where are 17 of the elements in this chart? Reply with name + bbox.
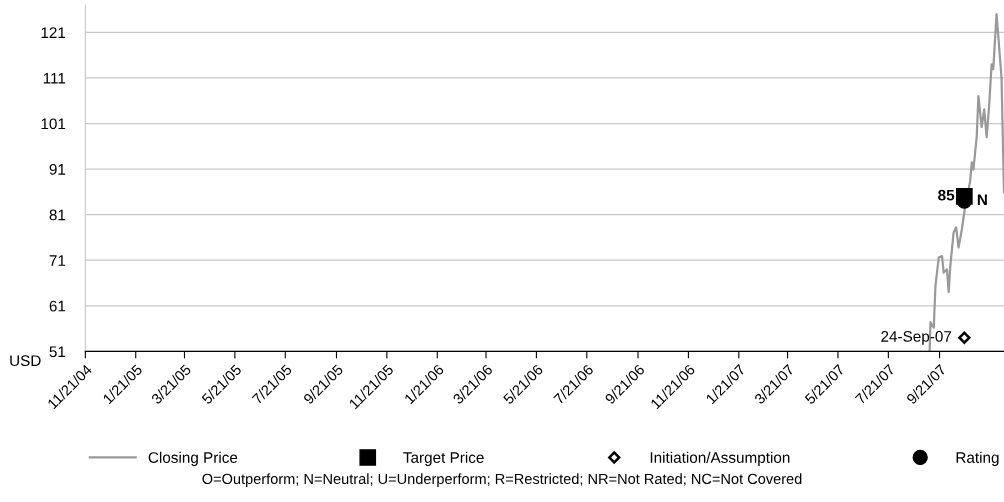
y-tick-label: 121 xyxy=(41,27,66,38)
data-label: N xyxy=(977,194,987,205)
data-label: 24-Sep-07 xyxy=(881,331,952,345)
y-axis-title: USD xyxy=(10,355,41,367)
legend-label: Initiation/Assumption xyxy=(650,451,790,466)
y-tick-label: 71 xyxy=(49,255,66,266)
y-tick-label: 81 xyxy=(49,209,66,221)
y-tick-label: 111 xyxy=(43,72,66,84)
text: O=Outperform; N=Neutral; U=Underperform; R=Restricted; NR=Not Rated; NC=Not Covered xyxy=(202,473,802,487)
data-label: 85 xyxy=(938,189,955,201)
y-tick-label: 101 xyxy=(41,118,66,130)
legend-label: Rating xyxy=(956,451,999,466)
legend-label: Target Price xyxy=(403,451,484,466)
y-tick-label: 91 xyxy=(49,163,66,175)
y-tick-label: 51 xyxy=(49,346,66,358)
legend-label: Closing Price xyxy=(148,451,238,466)
y-tick-label: 61 xyxy=(49,300,66,312)
